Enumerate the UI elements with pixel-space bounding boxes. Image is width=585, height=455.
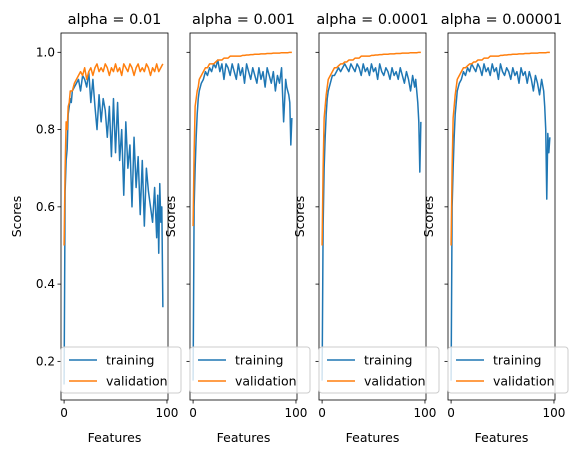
legend-label-validation: validation	[235, 374, 297, 389]
y-tick-label: 0.8	[36, 123, 55, 137]
legend-label-training: training	[106, 353, 154, 368]
legend-label-validation: validation	[493, 374, 555, 389]
legend-label-validation: validation	[364, 374, 426, 389]
axes-frame	[447, 32, 556, 401]
subplot-title: alpha = 0.00001	[441, 12, 563, 28]
x-tick-label: 100	[156, 406, 179, 420]
subplot-4: 0 100 alpha = 0.00001 Features Scores trainin…	[421, 12, 569, 445]
axes-frame	[60, 32, 169, 401]
subplot-2: 0 100 alpha = 0.001 Features Scores training v…	[163, 12, 311, 445]
y-tick-label: 0.2	[36, 354, 55, 368]
axes-frame	[318, 32, 427, 401]
legend: training validation	[60, 346, 182, 394]
subplot-1: 0.2 0.4 0.6 0.8 1.0 0 100 alpha = 0.01 Features S…	[9, 12, 182, 445]
series-line-validation	[321, 51, 421, 246]
x-axis-label: Features	[217, 430, 271, 445]
subplot-title: alpha = 0.001	[192, 12, 295, 28]
legend-label-training: training	[364, 353, 412, 368]
y-tick-label: 0.4	[36, 277, 55, 291]
series-line-training	[321, 63, 422, 381]
legend: training validation	[318, 346, 440, 394]
x-axis-label: Features	[475, 430, 529, 445]
x-tick-label: 0	[60, 406, 68, 420]
y-axis-label: Scores	[421, 196, 436, 238]
x-axis-label: Features	[88, 430, 142, 445]
x-tick-label: 100	[414, 406, 437, 420]
legend-label-training: training	[493, 353, 541, 368]
y-axis-label: Scores	[163, 196, 178, 238]
y-tick-label: 1.0	[36, 45, 55, 59]
subplot-title: alpha = 0.01	[68, 12, 162, 28]
series-line-validation	[63, 63, 164, 246]
series-group	[450, 51, 551, 381]
legend: training validation	[447, 346, 569, 394]
y-axis-label: Scores	[292, 196, 307, 238]
x-axis-label: Features	[346, 430, 400, 445]
legend-label-training: training	[235, 353, 283, 368]
x-tick-label: 100	[543, 406, 566, 420]
legend-label-validation: validation	[106, 374, 168, 389]
series-line-training	[450, 63, 551, 381]
series-group	[63, 63, 164, 385]
x-tick-label: 0	[447, 406, 455, 420]
series-line-training	[63, 70, 164, 385]
series-line-validation	[450, 51, 550, 246]
axes-frame	[189, 32, 298, 401]
x-tick-label: 0	[318, 406, 326, 420]
x-tick-label: 100	[285, 406, 308, 420]
y-axis-label: Scores	[9, 196, 24, 238]
subplot-3: 0 100 alpha = 0.0001 Features Scores training…	[292, 12, 440, 445]
legend: training validation	[189, 346, 311, 394]
series-line-training	[192, 59, 293, 381]
series-line-validation	[192, 51, 292, 227]
series-group	[321, 51, 422, 381]
series-group	[192, 51, 293, 381]
y-tick-label: 0.6	[36, 200, 55, 214]
subplot-title: alpha = 0.0001	[316, 12, 428, 28]
x-tick-label: 0	[189, 406, 197, 420]
